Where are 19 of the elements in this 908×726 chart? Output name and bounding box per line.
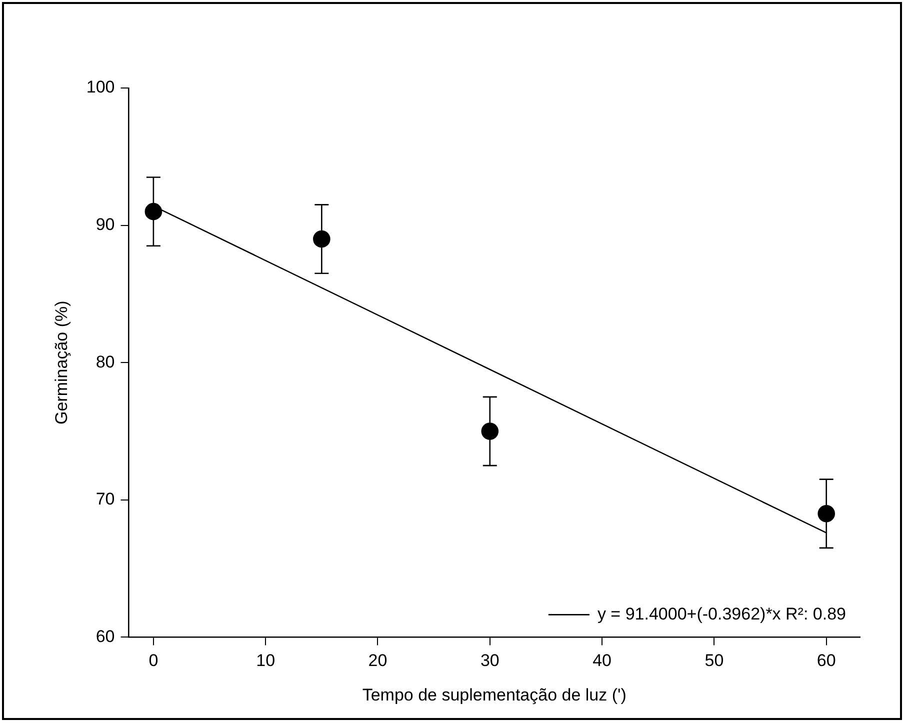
x-tick-label: 20 bbox=[368, 651, 388, 670]
legend-label: y = 91.4000+(-0.3962)*x R²: 0.89 bbox=[597, 604, 846, 624]
x-tick-label: 0 bbox=[148, 651, 158, 670]
y-tick-label: 100 bbox=[86, 78, 115, 97]
x-tick-label: 50 bbox=[704, 651, 724, 670]
y-tick-label: 70 bbox=[96, 490, 115, 509]
x-tick-label: 30 bbox=[480, 651, 500, 670]
point bbox=[144, 202, 162, 220]
point bbox=[313, 230, 330, 248]
y-tick-label: 90 bbox=[96, 214, 115, 234]
x-tick-label: 40 bbox=[592, 651, 612, 670]
y-tick-label: 60 bbox=[96, 626, 115, 646]
x-axis-title: Tempo de suplementação de luz (') bbox=[362, 685, 626, 704]
x-tick-label: 10 bbox=[256, 651, 276, 670]
point bbox=[481, 422, 499, 440]
x-tick-label: 60 bbox=[816, 651, 836, 670]
point bbox=[818, 504, 836, 522]
y-axis-title: Germinação (%) bbox=[52, 300, 71, 424]
y-tick-label: 80 bbox=[96, 352, 115, 372]
